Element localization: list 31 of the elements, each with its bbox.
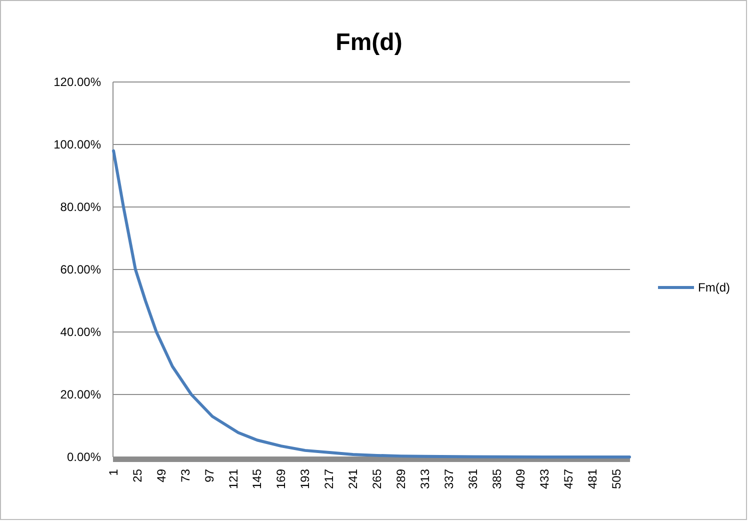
- legend-label: Fm(d): [698, 280, 730, 294]
- x-tick-label: 409: [514, 468, 528, 490]
- x-tick-label: 121: [226, 468, 240, 490]
- x-tick-label: 457: [562, 468, 576, 490]
- x-tick-label: 361: [466, 468, 480, 490]
- x-tick-label: 241: [346, 468, 360, 490]
- x-tick-label: 1: [106, 468, 120, 476]
- x-tick-label: 193: [298, 468, 312, 490]
- y-tick-label: 40.00%: [60, 325, 102, 339]
- x-tick-label: 73: [178, 468, 192, 482]
- x-tick-label: 169: [274, 468, 288, 490]
- x-tick-label: 217: [322, 468, 336, 490]
- x-tick-label: 313: [418, 468, 432, 490]
- y-tick-label: 0.00%: [66, 450, 102, 464]
- x-tick-label: 265: [370, 468, 384, 490]
- x-tick-label: 145: [250, 468, 264, 490]
- x-tick-label: 481: [586, 468, 600, 490]
- y-tick-label: 60.00%: [60, 262, 102, 276]
- y-tick-label: 100.00%: [54, 138, 102, 152]
- x-tick-label: 337: [442, 468, 456, 490]
- x-tick-label: 49: [154, 468, 168, 482]
- x-tick-label: 433: [538, 468, 552, 490]
- x-tick-label: 289: [394, 468, 408, 490]
- x-tick-label: 25: [130, 468, 144, 482]
- y-tick-label: 80.00%: [60, 200, 102, 214]
- y-tick-label: 120.00%: [54, 75, 102, 89]
- x-tick-label: 97: [202, 468, 216, 482]
- y-tick-label: 20.00%: [60, 388, 102, 402]
- x-tick-label: 385: [490, 468, 504, 490]
- x-tick-label: 505: [610, 468, 624, 490]
- chart-title: Fm(d): [336, 29, 402, 56]
